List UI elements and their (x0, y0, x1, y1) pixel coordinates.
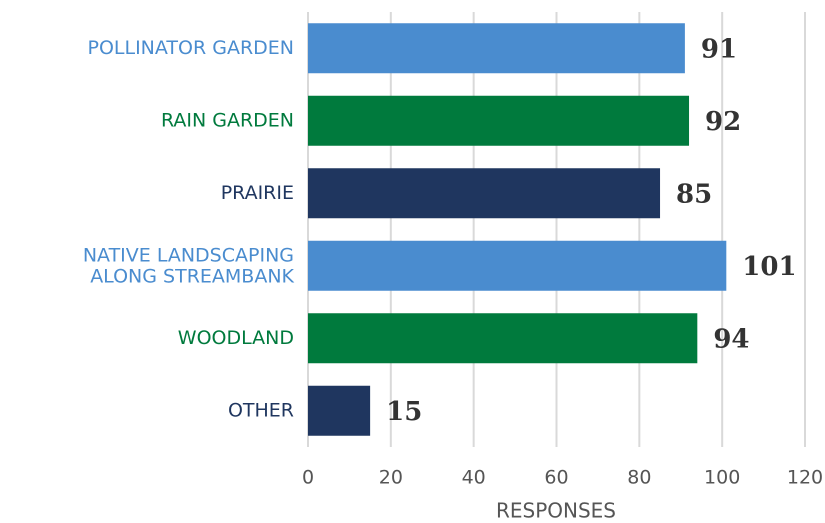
category-label: OTHER (228, 399, 294, 421)
value-label: 85 (676, 179, 712, 209)
bar (308, 168, 661, 219)
bar (308, 23, 685, 74)
x-tick-label: 80 (627, 467, 651, 489)
value-label: 15 (386, 397, 422, 427)
x-tick-label: 120 (787, 467, 823, 489)
value-label: 94 (713, 324, 749, 354)
x-axis-title: RESPONSES (496, 499, 616, 523)
x-tick-label: 60 (544, 467, 568, 489)
category-label: POLLINATOR GARDEN (88, 37, 295, 59)
bar (308, 240, 727, 291)
category-label: RAIN GARDEN (161, 109, 294, 131)
bar (308, 385, 371, 436)
bar (308, 313, 698, 364)
category-label: NATIVE LANDSCAPING ALONG STREAMBANK (83, 244, 295, 287)
value-label: 101 (742, 252, 796, 282)
x-tick-label: 0 (302, 467, 314, 489)
x-tick-label: 40 (462, 467, 486, 489)
bar (308, 95, 690, 146)
value-label: 92 (705, 107, 741, 137)
category-label: WOODLAND (178, 327, 294, 349)
value-label: 91 (701, 34, 737, 64)
x-tick-label: 20 (379, 467, 403, 489)
category-label: PRAIRIE (221, 182, 294, 204)
x-tick-label: 100 (704, 467, 740, 489)
